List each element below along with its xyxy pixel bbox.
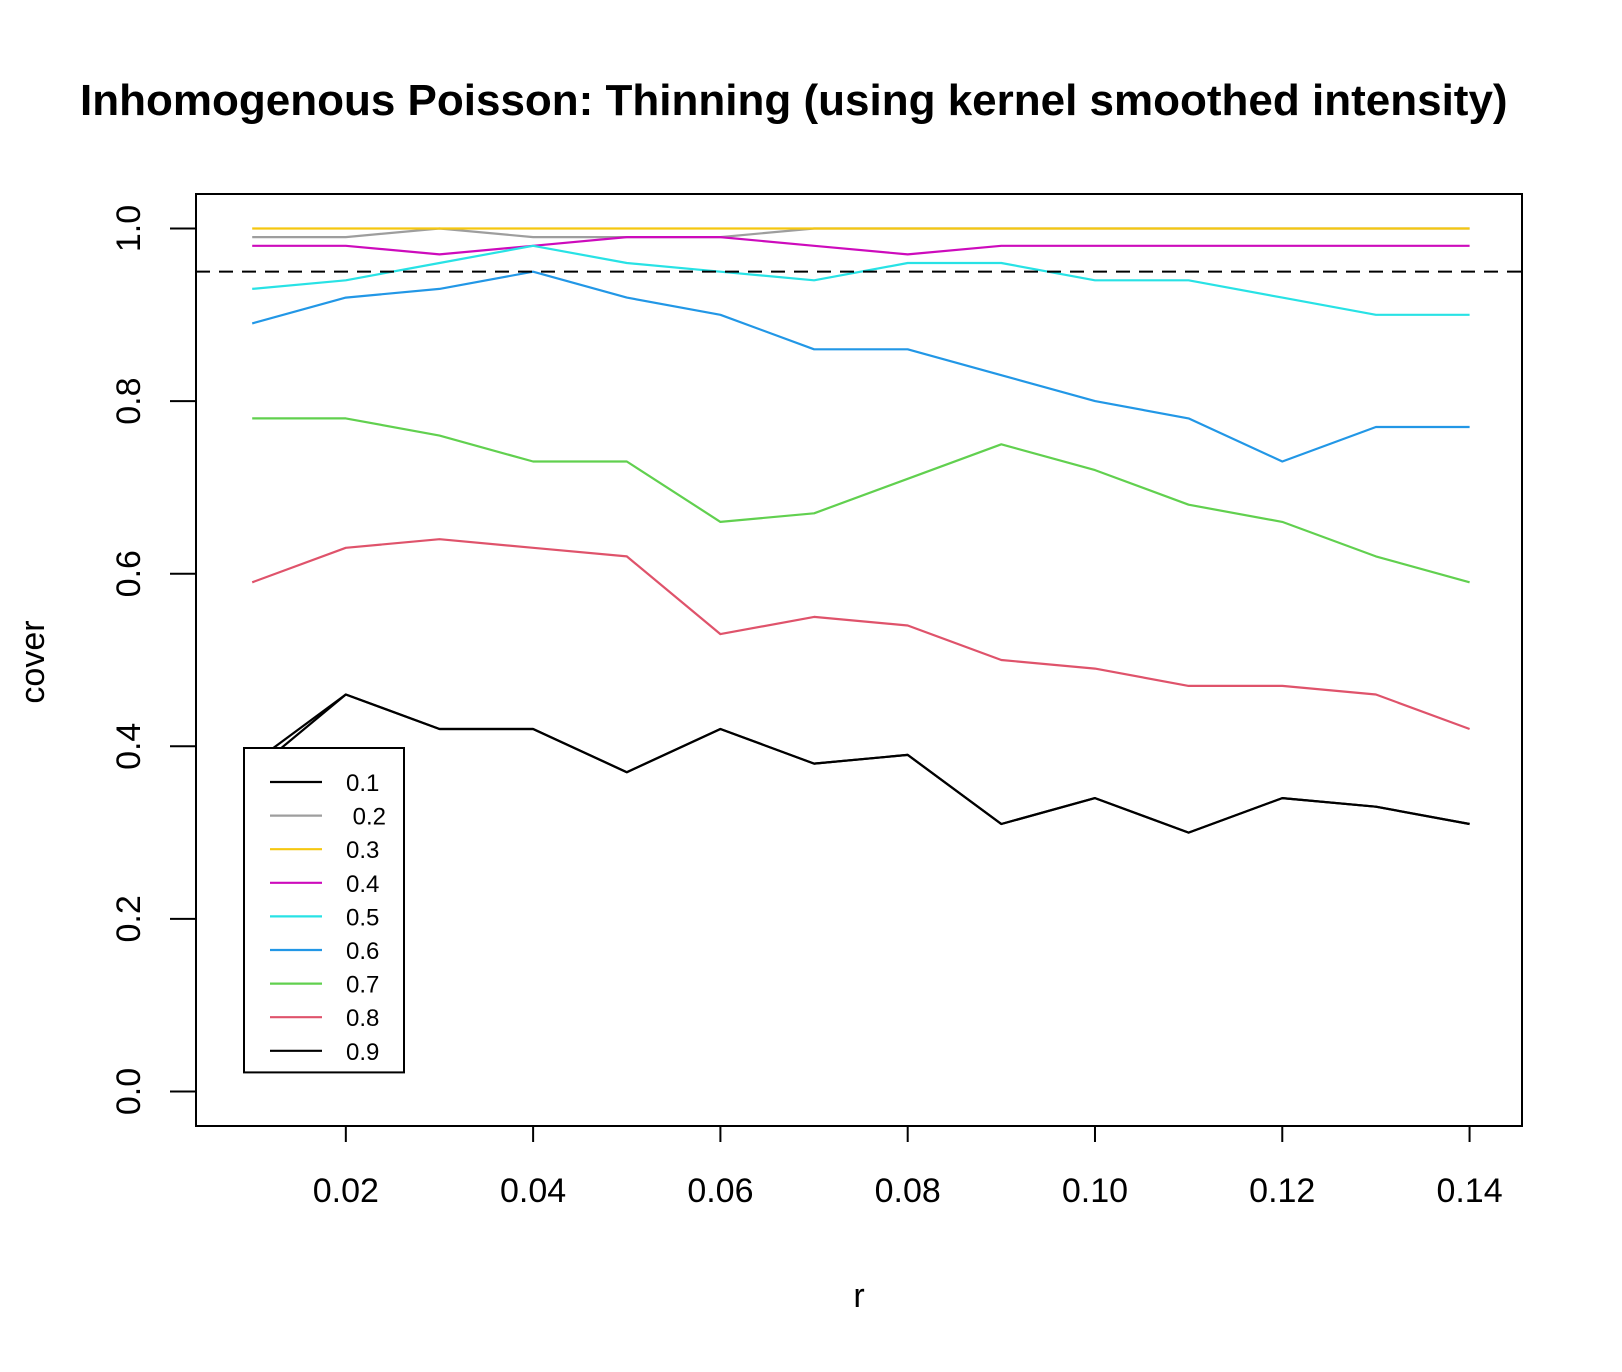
- legend-label: 0.9: [346, 1039, 379, 1066]
- series-line-7: [251, 538, 1470, 731]
- y-tick-label: 0.2: [110, 895, 148, 942]
- x-axis: 0.02 0.04 0.06 0.08 0.10 0.12 0.14: [313, 1125, 1503, 1210]
- x-tick-label: 0.10: [1062, 1172, 1128, 1210]
- legend-box: [243, 747, 405, 1074]
- legend-label: 0.7: [346, 972, 379, 999]
- x-tick-label: 0.06: [687, 1172, 753, 1210]
- legend-label: 0.8: [346, 1005, 379, 1032]
- legend: 0.1 0.2 0.3 0.4 0.5 0.6 0.7 0.8 0.9: [243, 747, 405, 1074]
- series-line-0: [251, 693, 1470, 834]
- series-line-3: [252, 236, 1470, 256]
- x-tick-label: 0.02: [313, 1172, 379, 1210]
- y-tick-label: 0.6: [110, 550, 148, 597]
- y-axis: 0.0 0.2 0.4 0.6 0.8 1.0: [110, 205, 197, 1115]
- y-tick-label: 1.0: [110, 205, 148, 252]
- x-tick-label: 0.12: [1249, 1172, 1315, 1210]
- series-line-5: [251, 270, 1470, 463]
- series-line-8: [251, 693, 1470, 834]
- x-axis-label: r: [853, 1277, 864, 1315]
- series-line-6: [252, 417, 1470, 584]
- x-tick-label: 0.04: [500, 1172, 566, 1210]
- series-layer: [251, 227, 1470, 834]
- legend-label: 0.6: [346, 938, 379, 965]
- x-tick-label: 0.08: [875, 1172, 941, 1210]
- x-tick-label: 0.14: [1436, 1172, 1502, 1210]
- series-line-1: [252, 227, 1470, 239]
- y-tick-label: 0.0: [110, 1068, 148, 1115]
- legend-label: 0.1: [346, 770, 379, 797]
- y-tick-label: 0.8: [110, 377, 148, 424]
- y-tick-label: 0.4: [110, 723, 148, 770]
- legend-label: 0.3: [346, 837, 379, 864]
- legend-label: 0.5: [346, 904, 379, 931]
- chart-title: Inhomogenous Poisson: Thinning (using ke…: [80, 76, 1508, 125]
- y-axis-label: cover: [14, 620, 52, 703]
- legend-label: 0.4: [346, 871, 379, 898]
- legend-label: 0.2: [346, 804, 386, 831]
- series-line-4: [252, 244, 1470, 316]
